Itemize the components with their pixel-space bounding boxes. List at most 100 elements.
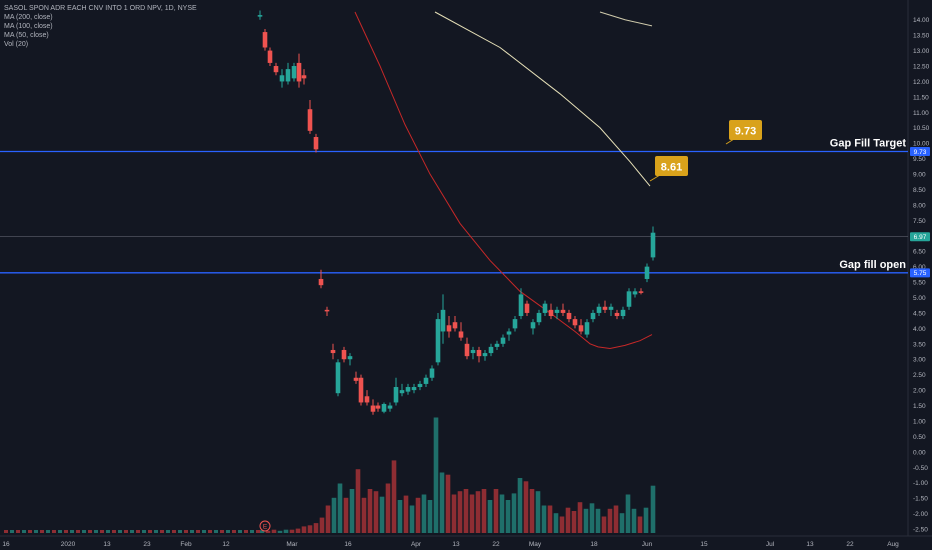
level-tag-0: 9.73 (914, 149, 927, 156)
y-tick-label: -2.50 (913, 527, 928, 534)
candle-body (596, 306, 602, 313)
ma200-line (434, 11, 651, 187)
x-tick-label: 12 (222, 541, 230, 548)
volume-bar (190, 530, 194, 533)
volume-bar (307, 525, 313, 533)
candle-body (435, 319, 441, 363)
volume-bar (523, 481, 529, 533)
volume-bar (40, 530, 44, 533)
candle-body (512, 319, 518, 329)
candle-body (301, 75, 307, 79)
volume-bar (160, 530, 164, 533)
volume-bar (631, 508, 637, 533)
volume-bar (505, 500, 511, 533)
volume-bar (100, 530, 104, 533)
candle-body (644, 266, 650, 279)
y-tick-label: 2.00 (913, 388, 926, 395)
volume-bar (58, 530, 62, 533)
volume-bar (463, 489, 469, 533)
volume-bar (124, 530, 128, 533)
y-tick-label: 7.50 (913, 218, 926, 225)
volume-bar (349, 489, 355, 533)
volume-bar (70, 530, 74, 533)
volume-bar (337, 483, 343, 533)
volume-bar (154, 530, 158, 533)
volume-bar (343, 497, 349, 533)
volume-bar (517, 478, 523, 533)
volume-bar (325, 505, 331, 533)
volume-bar (142, 530, 146, 533)
x-tick-label: Aug (887, 541, 899, 548)
candle-body (446, 325, 452, 332)
candle-body (584, 322, 590, 335)
level-tag-1: 5.75 (914, 270, 927, 277)
y-tick-label: 12.00 (913, 79, 930, 86)
y-tick-label: 2.50 (913, 372, 926, 379)
volume-bar (130, 530, 134, 533)
volume-bar (439, 472, 445, 533)
volume-bar (118, 530, 122, 533)
candle-body (279, 75, 285, 82)
candle-body (548, 309, 554, 317)
candle-body (307, 109, 313, 131)
volume-bar (553, 513, 559, 533)
y-tick-label: -1.00 (913, 480, 928, 487)
candle-body (524, 303, 530, 313)
last-price-tag: 6.97 (914, 234, 927, 241)
x-tick-label: May (529, 541, 542, 548)
volume-bar (583, 508, 589, 533)
volume-bar (271, 529, 277, 533)
x-tick-label: Mar (286, 541, 298, 548)
candle-body (296, 62, 302, 82)
y-tick-label: 13.00 (913, 48, 930, 55)
candle-body (554, 309, 560, 313)
legend-ma100: MA (100, close) (4, 23, 53, 30)
candle-body (370, 405, 376, 412)
volume-bar (451, 494, 457, 533)
volume-bar (565, 507, 571, 533)
volume-bar (469, 494, 475, 533)
volume-bar (379, 496, 385, 533)
y-tick-label: 0.50 (913, 434, 926, 441)
volume-bar (595, 508, 601, 533)
volume-bar (88, 530, 92, 533)
volume-bar (637, 516, 643, 533)
volume-bar (208, 530, 212, 533)
candle-body (358, 377, 364, 403)
candle-body (335, 362, 341, 394)
candle-body (429, 368, 435, 378)
volume-bar (559, 516, 565, 533)
legend-ma200: MA (200, close) (4, 14, 53, 21)
x-tick-label: 22 (846, 541, 854, 548)
y-tick-label: 5.50 (913, 280, 926, 287)
y-tick-label: 8.50 (913, 187, 926, 194)
x-tick-label: 13 (806, 541, 814, 548)
volume-bar (650, 485, 656, 533)
candle-body (590, 312, 596, 320)
y-tick-label: 13.50 (913, 33, 930, 40)
volume-bar (415, 497, 421, 533)
x-tick-label: Jun (642, 541, 653, 548)
ma100-line (599, 11, 653, 27)
volume-bar (184, 530, 188, 533)
candle-body (257, 15, 263, 17)
volume-bar (166, 530, 170, 533)
volume-bar (613, 505, 619, 533)
ma50-line (354, 11, 653, 349)
candle-body (482, 353, 488, 357)
candle-body (411, 387, 417, 391)
volume-bar (232, 530, 236, 533)
candle-body (364, 396, 370, 403)
x-tick-label: Feb (180, 541, 192, 548)
volume-bar (391, 460, 397, 533)
candle-body (341, 349, 347, 360)
candle-body (318, 278, 324, 286)
volume-bar (82, 530, 86, 533)
level-tag-bg-1 (910, 268, 930, 278)
candle-body (291, 66, 297, 79)
volume-bar (265, 530, 271, 533)
x-tick-label: 16 (344, 541, 352, 548)
candle-body (500, 337, 506, 344)
y-tick-label: -2.00 (913, 511, 928, 518)
